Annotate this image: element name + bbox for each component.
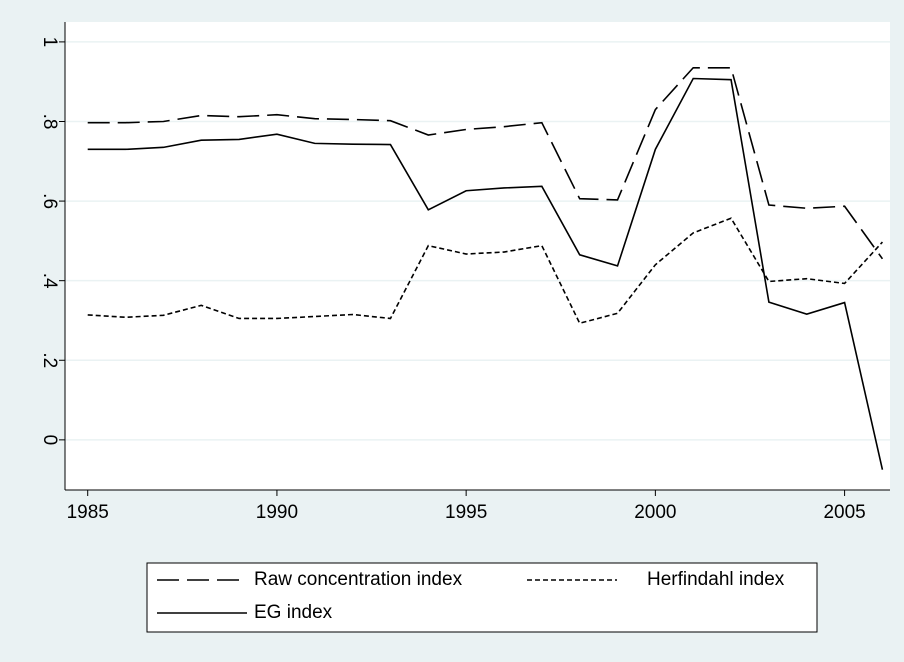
y-tick-label: .2 — [39, 352, 60, 368]
x-tick-label: 2000 — [634, 502, 676, 523]
x-tick-label: 1995 — [445, 502, 487, 523]
y-tick-label: 1 — [39, 37, 60, 48]
series-line — [87, 77, 884, 470]
x-tick-label: 1985 — [67, 502, 109, 523]
x-tick-label: 2005 — [823, 502, 865, 523]
series-line — [87, 66, 884, 260]
y-tick-label: 0 — [39, 435, 60, 446]
plot-area — [65, 22, 890, 490]
legend-box — [146, 562, 818, 633]
series-line — [87, 217, 884, 325]
y-tick-label: .4 — [39, 273, 60, 289]
legend-label: EG index — [254, 602, 333, 623]
y-tick-label: .6 — [39, 193, 60, 209]
legend-label: Raw concentration index — [254, 569, 463, 590]
y-tick-label: .8 — [39, 114, 60, 130]
x-tick-label: 1990 — [256, 502, 298, 523]
legend-label: Herfindahl index — [647, 569, 785, 590]
